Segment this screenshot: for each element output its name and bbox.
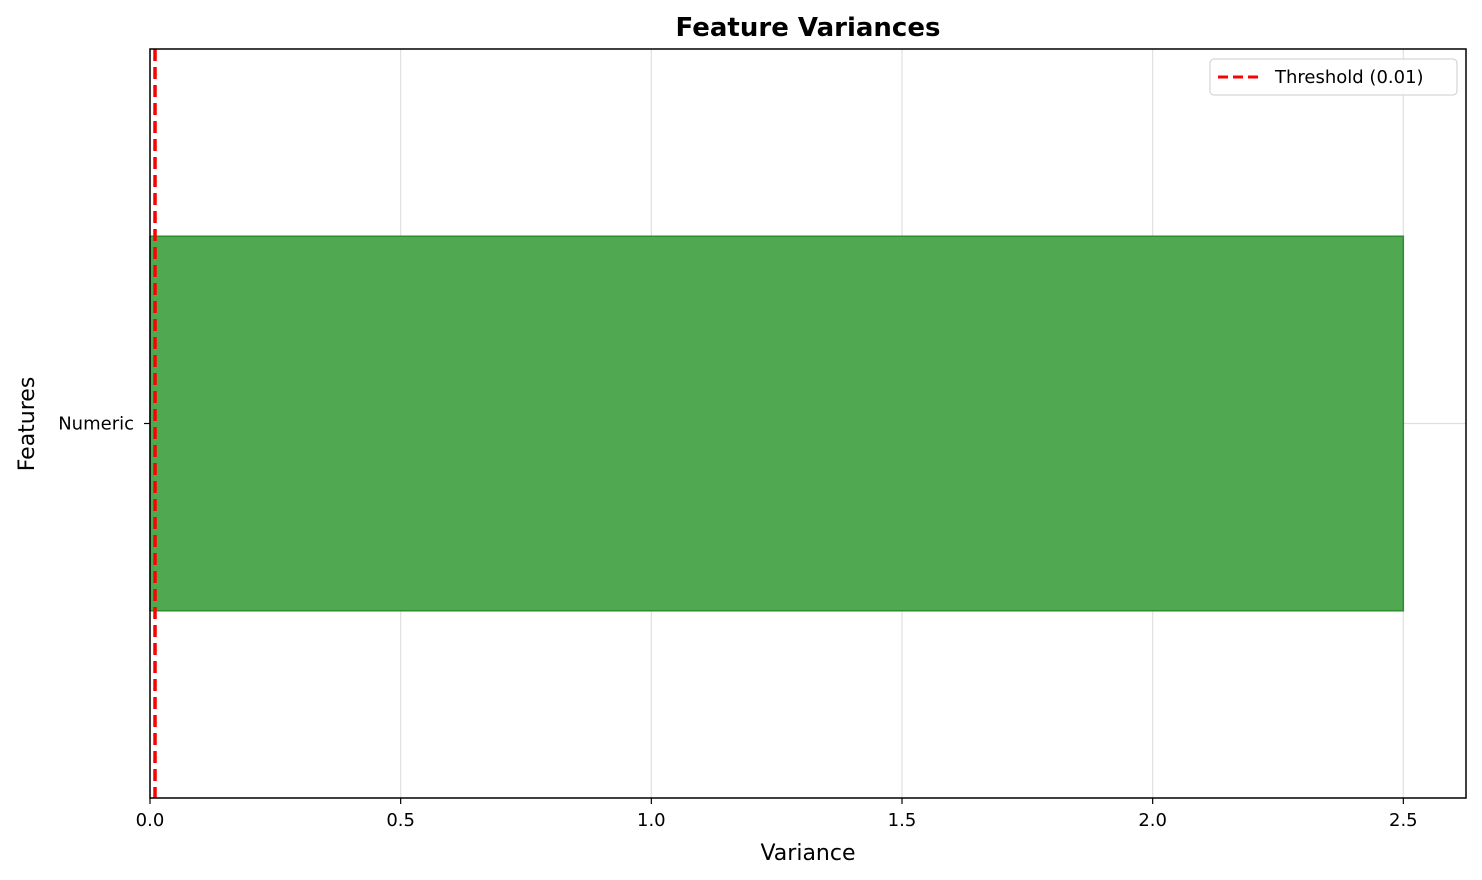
- legend: Threshold (0.01): [1209, 58, 1458, 96]
- x-tick-label: 2.5: [1389, 810, 1418, 831]
- y-axis-ticks: Numeric: [58, 414, 150, 435]
- y-axis-label: Features: [15, 377, 40, 472]
- y-tick-label: Numeric: [58, 414, 134, 435]
- x-axis-label: Variance: [760, 841, 855, 866]
- legend-threshold-label: Threshold (0.01): [1274, 67, 1424, 88]
- x-axis-ticks: 0.0 0.5 1.0 1.5 2.0 2.5: [136, 798, 1418, 831]
- x-tick-label: 2.0: [1138, 810, 1167, 831]
- bar-layer: [149, 235, 1405, 612]
- x-tick-label: 0.0: [136, 810, 165, 831]
- x-tick-label: 1.0: [637, 810, 666, 831]
- legend-box: [1209, 58, 1458, 96]
- x-tick-label: 0.5: [386, 810, 415, 831]
- x-tick-label: 1.5: [888, 810, 917, 831]
- bar-numeric: [149, 235, 1405, 612]
- chart-title: Feature Variances: [676, 13, 941, 43]
